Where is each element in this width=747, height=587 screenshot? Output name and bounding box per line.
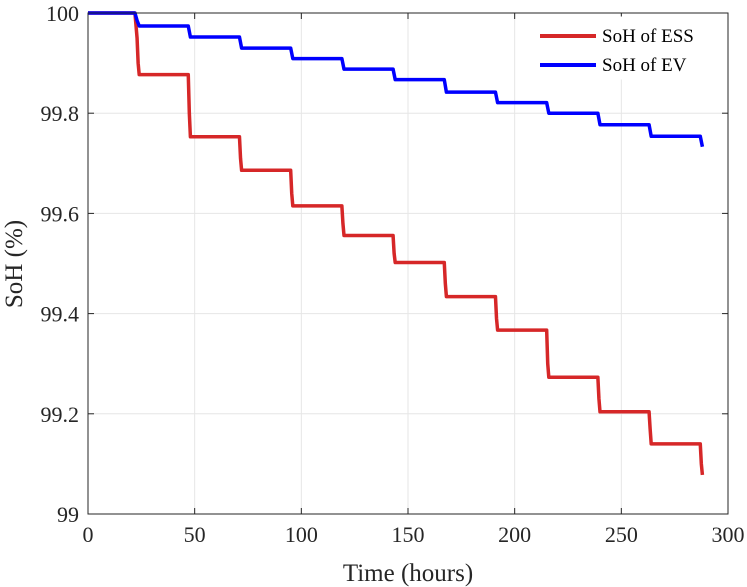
legend: SoH of ESS SoH of EV — [527, 16, 727, 80]
y-tick-label: 99.2 — [41, 402, 80, 427]
y-axis-label: SoH (%) — [1, 220, 28, 308]
x-axis-label: Time (hours) — [343, 560, 473, 587]
series-line-ev — [88, 11, 705, 148]
y-tick-label: 99.6 — [41, 201, 80, 226]
x-tick-label: 250 — [605, 522, 638, 547]
x-tick-label: 300 — [712, 522, 745, 547]
y-tick-label: 100 — [46, 1, 79, 26]
x-tick-label: 150 — [392, 522, 425, 547]
axis-ticks: 0 50 100 150 200 250 300 99 99.2 99.4 99.6 99.8 100 — [41, 1, 745, 547]
x-tick-label: 0 — [83, 522, 94, 547]
x-tick-label: 100 — [285, 522, 318, 547]
legend-label-ev: SoH of EV — [602, 55, 687, 76]
y-tick-label: 99.8 — [41, 101, 80, 126]
x-tick-label: 50 — [184, 522, 206, 547]
series-line-ess — [88, 11, 705, 476]
legend-label-ess: SoH of ESS — [602, 26, 694, 47]
legend-box — [527, 16, 727, 80]
series-lines — [88, 11, 705, 476]
y-tick-label: 99.4 — [41, 302, 80, 327]
x-tick-label: 200 — [498, 522, 531, 547]
y-tick-label: 99 — [57, 502, 79, 527]
